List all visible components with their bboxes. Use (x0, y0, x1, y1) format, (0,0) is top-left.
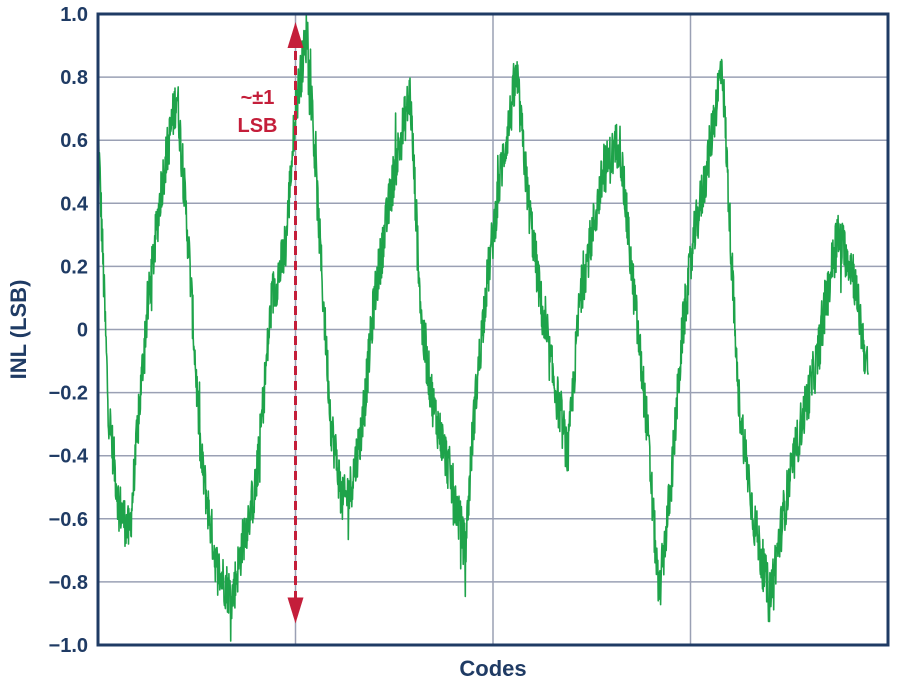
y-tick-label: 0.4 (60, 193, 89, 215)
y-tick-labels: 1.0 0.8 0.6 0.4 0.2 0 −0.2 −0.4 −0.6 −0.8 −1.0 (49, 4, 89, 657)
plot-frame (96, 12, 890, 647)
x-axis-label: Codes (459, 656, 526, 681)
arrow-up-icon (287, 22, 304, 48)
y-tick-label: −0.6 (49, 509, 88, 531)
y-tick-label: 0 (77, 320, 88, 342)
annotation-label-line1: ~±1 (241, 87, 275, 109)
y-tick-label: 0.6 (60, 130, 88, 152)
y-tick-label: 1.0 (60, 4, 88, 26)
y-tick-label: −0.2 (49, 383, 88, 405)
y-tick-label: −1.0 (49, 635, 88, 657)
series-group (98, 14, 870, 642)
annotation-label-line2: LSB (238, 115, 278, 137)
inl-series-line (98, 14, 870, 642)
annotation-group: ~±1 LSB (238, 22, 304, 624)
y-tick-label: 0.2 (60, 256, 88, 278)
y-axis-label: INL (LSB) (6, 280, 31, 380)
arrow-down-icon (287, 597, 304, 624)
y-tick-label: 0.8 (60, 67, 88, 89)
y-tick-label: −0.4 (49, 446, 89, 468)
y-tick-label: −0.8 (49, 572, 88, 594)
